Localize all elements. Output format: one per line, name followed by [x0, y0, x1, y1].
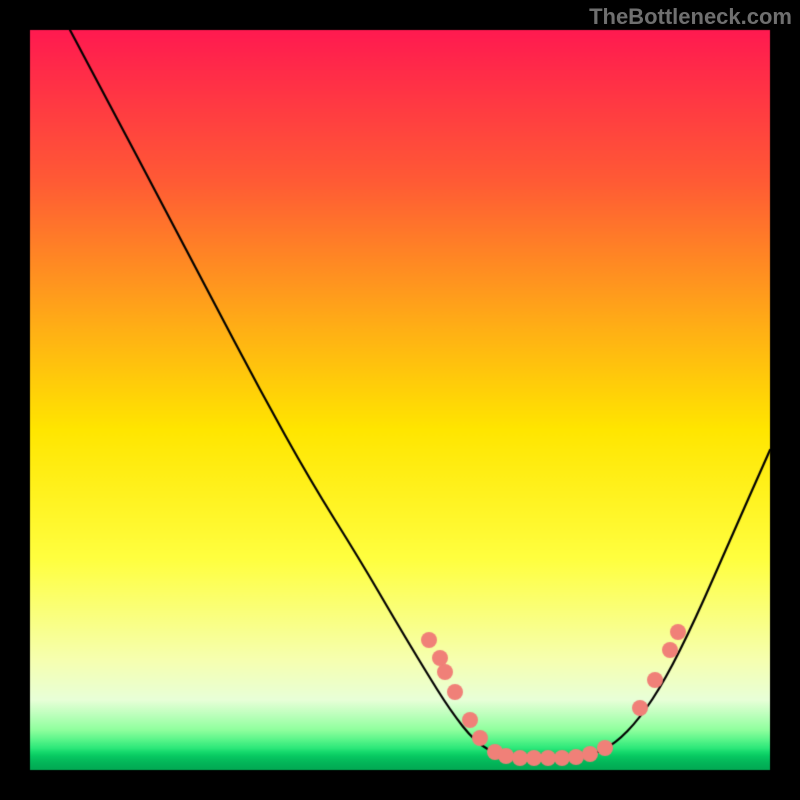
- branding-text: TheBottleneck.com: [589, 4, 792, 30]
- chart-container: TheBottleneck.com: [0, 0, 800, 800]
- bottleneck-curve: [0, 0, 800, 800]
